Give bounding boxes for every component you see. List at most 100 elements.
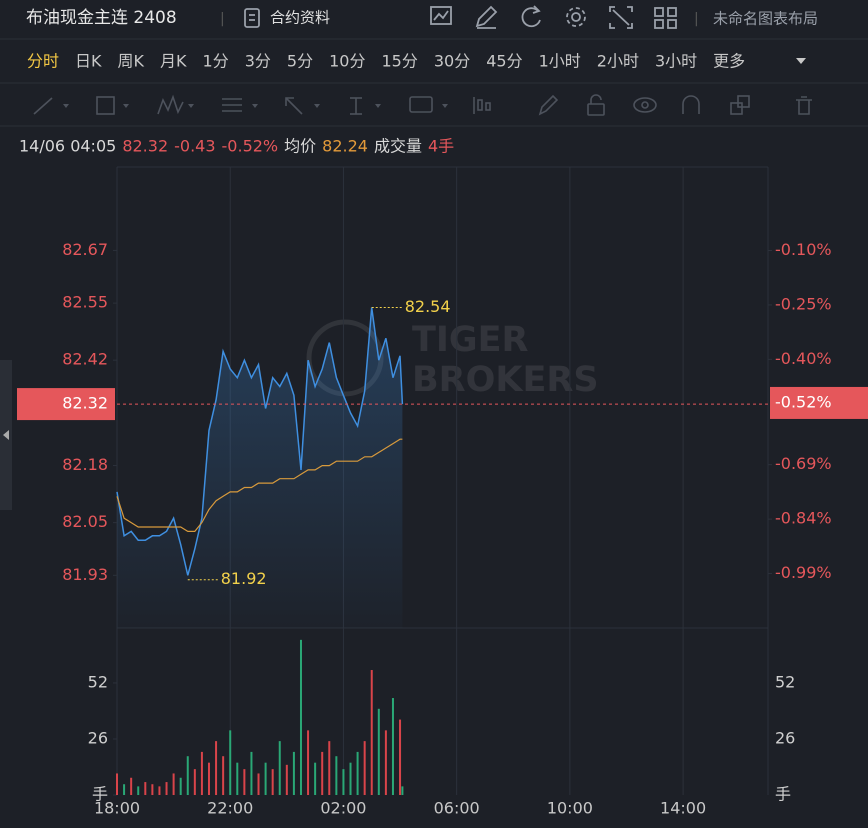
volume-tick-label: 26 [775, 728, 795, 747]
volume-bar [243, 769, 246, 795]
volume-bar [292, 751, 295, 795]
volume-bar [172, 773, 175, 795]
volume-bar [130, 777, 133, 795]
volume-tick-label: 52 [88, 672, 108, 691]
volume-tick-label: 手 [775, 785, 791, 804]
timeframe-tab[interactable]: 月K [160, 52, 187, 71]
volume-bar [165, 782, 168, 795]
header-icons[interactable] [430, 5, 677, 29]
timeframe-tab[interactable]: 30分 [434, 52, 470, 71]
volume-bar [137, 786, 140, 795]
volume-bar [399, 719, 402, 795]
volume-tick-label: 52 [775, 672, 795, 691]
timeframe-tab[interactable]: 1小时 [539, 52, 581, 71]
volume-bar [193, 769, 196, 795]
volume-bar [222, 756, 225, 795]
last-change-label: -0.52% [775, 392, 832, 411]
price-area [117, 307, 403, 628]
x-tick-label: 14:00 [660, 799, 706, 818]
timeframe-tab[interactable]: 5分 [287, 52, 313, 71]
volume-bar [116, 773, 118, 795]
separator: | [694, 11, 699, 27]
timeframe-tab[interactable]: 3分 [245, 52, 271, 71]
timeframe-tab[interactable]: 日K [75, 52, 102, 71]
volume-tick-label: 手 [92, 785, 108, 804]
volume-bar [123, 784, 126, 795]
volume-bar [321, 751, 324, 795]
y2-tick-label: -0.69% [775, 454, 832, 473]
y2-tick-label: -0.10% [775, 240, 832, 259]
y2-tick-label: -0.99% [775, 563, 832, 582]
volume-bar [307, 730, 310, 795]
watermark-text: TIGER [412, 320, 529, 360]
volume-bar [236, 762, 239, 795]
info-time: 14/06 04:05 [19, 137, 116, 156]
volume-bar [370, 670, 373, 795]
y-tick-label: 82.18 [62, 455, 108, 474]
timeframe-tab[interactable]: 10分 [329, 52, 365, 71]
title: 布油现金主连 2408 [26, 8, 177, 28]
draw-toolbar[interactable] [33, 94, 812, 116]
info-line: 14/06 04:05 82.32 -0.43 -0.52% 均价 82.24 成交量 4手 [19, 137, 454, 156]
volume-bar [401, 786, 404, 795]
y-tick-label: 82.55 [62, 293, 108, 312]
y2-tick-label: -0.84% [775, 509, 832, 528]
last-change-tag [770, 386, 868, 419]
contract-info[interactable]: 合约资料 [270, 9, 330, 27]
y-tick-label: 82.67 [62, 240, 108, 259]
volume-bar [200, 751, 203, 795]
volume-bar [285, 764, 288, 795]
extreme-label: 82.54 [405, 297, 451, 316]
x-tick-label: 10:00 [547, 799, 593, 818]
timeframe-tab[interactable]: 1分 [203, 52, 229, 71]
volume-bar [229, 730, 232, 795]
x-tick-label: 06:00 [434, 799, 480, 818]
timeframe-tab[interactable]: 2小时 [597, 52, 639, 71]
price-line [116, 307, 404, 576]
layout-name[interactable]: 未命名图表布局 [713, 10, 818, 28]
volume-bar [186, 756, 189, 795]
info-change: -0.43 [174, 137, 215, 156]
timeframe-tab[interactable]: 15分 [381, 52, 417, 71]
chart: 18:00 22:00 02:00 06:00 10:00 14:00 82.67 82.55… [17, 166, 868, 818]
x-tick-label: 02:00 [320, 799, 366, 818]
volume-bar [384, 730, 387, 795]
timeframe-tab[interactable]: 3小时 [655, 52, 697, 71]
volume-bar [363, 741, 366, 795]
volume-bar [349, 762, 352, 795]
watermark: TIGER BROKERS [306, 319, 599, 400]
timeframe-tab[interactable]: 分时 [27, 52, 59, 71]
avg-line [116, 438, 403, 532]
info-avg-label: 均价 [284, 137, 316, 156]
volume-bar [356, 751, 359, 795]
last-price-tag [17, 388, 115, 421]
volume-bar [264, 762, 267, 795]
volume-bar [158, 786, 161, 795]
volume-bar [207, 762, 210, 795]
volume-bar [391, 698, 394, 795]
separator: | [220, 11, 225, 27]
volume-bar [342, 769, 345, 795]
doc-icon[interactable] [244, 8, 260, 28]
volume-tick-label: 26 [88, 728, 108, 747]
volume-bar [299, 639, 302, 795]
tabs: 分时 日K 周K 月K 1分 3分 5分 10分 15分 30分 45分 1小时 2小时 3小时 更多 [27, 52, 745, 71]
timeframe-tab[interactable]: 45分 [486, 52, 522, 71]
y2-tick-label: -0.40% [775, 349, 832, 368]
info-change-pct: -0.52% [222, 137, 279, 156]
watermark-text: BROKERS [412, 360, 599, 400]
volume-bar [314, 762, 317, 795]
more-arrow[interactable] [796, 58, 806, 64]
y-tick-label: 81.93 [62, 565, 108, 584]
info-volume: 4手 [428, 137, 454, 156]
timeframe-tab[interactable]: 更多 [713, 52, 745, 71]
timeframe-tab[interactable]: 周K [118, 52, 145, 71]
side-arrow[interactable] [3, 430, 9, 440]
volume-bar [144, 782, 147, 795]
last-price-label: 82.32 [62, 394, 108, 413]
y-tick-label: 82.05 [62, 512, 108, 531]
info-price: 82.32 [122, 137, 168, 156]
